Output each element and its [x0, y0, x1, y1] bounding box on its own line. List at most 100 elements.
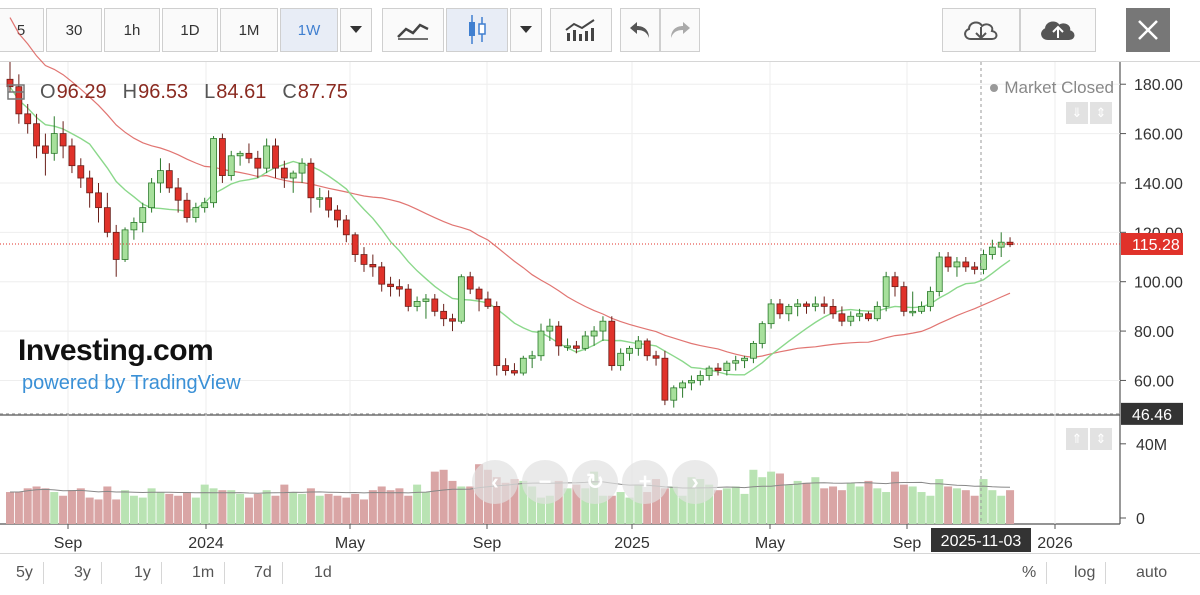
volume-bar — [41, 488, 50, 524]
candle-body — [342, 219, 350, 236]
volume-bar — [333, 495, 342, 524]
candle-body — [493, 305, 501, 367]
candle-body — [15, 86, 23, 115]
volume-scale-buttons[interactable]: ⇑ ⇕ — [1066, 428, 1112, 450]
low-label: L — [204, 80, 216, 103]
range-1y-button[interactable]: 1y — [124, 562, 162, 584]
candle-body — [590, 330, 598, 337]
volume-bar — [643, 492, 652, 524]
volume-bar — [731, 486, 740, 524]
chart-type-dropdown-button[interactable] — [510, 8, 542, 52]
interval-1d-button[interactable]: 1D — [162, 8, 218, 52]
candle-body — [909, 310, 917, 314]
redo-icon — [671, 22, 690, 38]
cloud-download-icon — [964, 21, 998, 40]
candlestick-chart-button[interactable] — [446, 8, 508, 52]
volume-bar — [891, 471, 899, 524]
candle-body — [714, 367, 722, 371]
volume-bar — [722, 488, 731, 524]
range-1d-button[interactable]: 1d — [314, 564, 332, 581]
interval-1w-button[interactable]: 1W — [280, 8, 338, 52]
candle-body — [422, 298, 430, 302]
scroll-left-icon[interactable]: ‹ — [472, 460, 518, 504]
candle-body — [378, 266, 386, 285]
download-button[interactable] — [942, 8, 1020, 52]
candle-body — [750, 343, 757, 359]
interval-30-button[interactable]: 30 — [46, 8, 102, 52]
scale-down-icon[interactable]: ⇓ — [1066, 102, 1088, 124]
range-5y-button[interactable]: 5y — [6, 562, 44, 584]
volume-bar — [457, 486, 466, 524]
line-chart-button[interactable] — [382, 8, 444, 52]
candle-body — [988, 246, 996, 255]
candle-body — [289, 172, 297, 179]
volume-bar — [227, 490, 236, 524]
candle-body — [617, 352, 625, 367]
candle-body — [192, 207, 200, 218]
volume-bar — [634, 484, 643, 524]
volume-bar — [244, 497, 253, 524]
close-button[interactable] — [1126, 8, 1170, 52]
volume-bar — [253, 493, 262, 524]
candle-body — [227, 155, 235, 176]
price-tick-label: 100.00 — [1134, 275, 1183, 292]
zoom-in-icon[interactable]: + — [622, 460, 668, 504]
interval-5-button[interactable]: 5 — [0, 8, 44, 52]
chart-svg[interactable]: 60.0080.00100.00120.00140.00160.00180.00… — [0, 0, 1200, 553]
candle-body — [626, 347, 633, 354]
low-value: 84.61 — [216, 80, 267, 103]
volume-bar — [76, 488, 85, 524]
crosshair-date-badge — [931, 528, 1031, 552]
volume-bar — [262, 490, 271, 524]
candle-body — [254, 157, 262, 169]
indicators-button[interactable] — [550, 8, 612, 52]
candle-body — [360, 254, 368, 265]
investing-logo: Investing.com — [18, 334, 214, 367]
range-7d-button[interactable]: 7d — [244, 562, 283, 584]
time-tick-label: Sep — [54, 535, 83, 552]
scale-updown-icon[interactable]: ⇕ — [1090, 102, 1112, 124]
scale-up-icon[interactable]: ⇑ — [1066, 428, 1088, 450]
candle-body — [723, 362, 731, 371]
range-1m-button[interactable]: 1m — [182, 562, 226, 584]
volume-bar — [386, 490, 395, 524]
redo-button[interactable] — [660, 8, 700, 52]
interval-1m-button[interactable]: 1M — [220, 8, 278, 52]
volume-bar — [598, 495, 607, 524]
chevron-down-icon — [350, 26, 362, 33]
volume-bar — [377, 486, 386, 524]
volume-tick-label: 40M — [1136, 437, 1167, 454]
candle-body — [528, 355, 536, 359]
volume-bar — [979, 479, 988, 524]
zoom-out-icon[interactable]: − — [522, 460, 568, 504]
reset-zoom-icon[interactable]: ↻ — [572, 460, 618, 504]
chart-toolbar: 5 30 1h 1D 1M 1W — [0, 0, 1200, 62]
volume-bar — [829, 486, 838, 524]
crosshair-price-label: 46.46 — [1132, 407, 1172, 424]
log-scale-button[interactable]: log — [1064, 562, 1107, 584]
candle-body — [148, 182, 156, 209]
volume-bar — [103, 486, 112, 524]
volume-bar — [554, 480, 563, 524]
volume-bar — [758, 477, 767, 524]
candle-body — [661, 357, 669, 401]
upload-button[interactable] — [1020, 8, 1096, 52]
auto-scale-button[interactable]: auto — [1136, 564, 1168, 581]
chart-area[interactable]: 60.0080.00100.00120.00140.00160.00180.00… — [0, 0, 1200, 552]
volume-bar — [820, 488, 829, 524]
candle-body — [121, 229, 129, 260]
volume-bar — [183, 492, 191, 524]
interval-1h-button[interactable]: 1h — [104, 8, 160, 52]
percent-scale-button[interactable]: % — [1012, 562, 1048, 584]
candle-body — [537, 330, 545, 357]
candle-body — [803, 303, 810, 307]
undo-button[interactable] — [620, 8, 660, 52]
volume-bar — [67, 490, 76, 524]
scroll-right-icon[interactable]: › — [672, 460, 718, 504]
interval-dropdown-button[interactable] — [340, 8, 372, 52]
range-3y-button[interactable]: 3y — [64, 562, 102, 584]
scale-updown-icon[interactable]: ⇕ — [1090, 428, 1112, 450]
price-scale-buttons[interactable]: ⇓ ⇕ — [1066, 102, 1112, 124]
close-value: 87.75 — [297, 80, 348, 103]
candle-body — [546, 325, 554, 332]
